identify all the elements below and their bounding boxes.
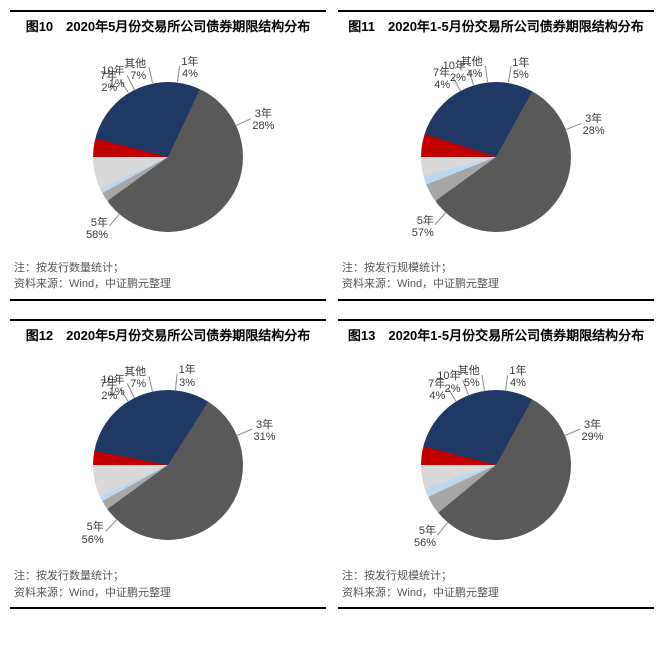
leader-line xyxy=(237,429,252,436)
leader-line xyxy=(485,66,488,82)
slice-label: 5年56% xyxy=(414,525,436,549)
note-line: 资料来源：Wind，中证鹏元整理 xyxy=(14,276,322,293)
note-line: 资料来源：Wind，中证鹏元整理 xyxy=(14,585,322,602)
leader-line xyxy=(177,66,180,82)
pie-disc xyxy=(93,390,243,540)
slice-label: 3年29% xyxy=(582,419,604,443)
panel-chart-11: 图11 2020年1-5月份交易所公司债券期限结构分布 1年5% 3年28% 5年5… xyxy=(338,10,654,301)
slice-label: 3年28% xyxy=(252,108,274,132)
leader-line xyxy=(505,375,508,391)
slice-label: 其他7% xyxy=(124,366,146,390)
note-line: 注：按发行规模统计； xyxy=(342,260,650,277)
note-line: 资料来源：Wind，中证鹏元整理 xyxy=(342,585,650,602)
slice-label: 其他4% xyxy=(461,56,483,80)
pie-disc xyxy=(93,82,243,232)
leader-line xyxy=(236,118,251,126)
title-chart-12: 图12 2020年5月份交易所公司债券期限结构分布 xyxy=(10,321,326,353)
slice-label: 5年56% xyxy=(82,521,104,545)
pie-chart-12: 1年3%3年31%5年56%7年2%10年1%其他7% xyxy=(10,352,326,562)
panel-chart-12: 图12 2020年5月份交易所公司债券期限结构分布 1年3% 3年31% 5年56%… xyxy=(10,319,326,610)
slice-label: 1年4% xyxy=(181,56,198,80)
leader-line xyxy=(148,68,152,84)
panel-chart-10: 图10 2020年5月份交易所公司债券期限结构分布 1年4% 3年28% 5年58%… xyxy=(10,10,326,301)
pie-chart-11: 1年5%3年28%5年57%7年4%10年2%其他4% xyxy=(338,44,654,254)
slice-label: 10年1% xyxy=(101,65,124,89)
leader-line xyxy=(105,519,117,531)
leader-line xyxy=(508,67,511,83)
leader-line xyxy=(175,374,178,390)
slice-label: 其他7% xyxy=(124,58,146,82)
slice-label: 5年57% xyxy=(412,215,434,239)
pie-disc xyxy=(421,390,571,540)
leader-line xyxy=(565,429,580,436)
notes-chart-13: 注：按发行规模统计； 资料来源：Wind，中证鹏元整理 xyxy=(338,562,654,601)
leader-line xyxy=(566,123,581,130)
pie-disc xyxy=(421,82,571,232)
slice-label: 5年58% xyxy=(86,217,108,241)
slice-label: 10年1% xyxy=(101,374,124,398)
title-chart-10: 图10 2020年5月份交易所公司债券期限结构分布 xyxy=(10,12,326,44)
leader-line xyxy=(482,375,485,391)
note-line: 注：按发行数量统计； xyxy=(14,260,322,277)
note-line: 注：按发行规模统计； xyxy=(342,568,650,585)
notes-chart-12: 注：按发行数量统计； 资料来源：Wind，中证鹏元整理 xyxy=(10,562,326,601)
leader-line xyxy=(435,212,446,225)
slice-label: 3年31% xyxy=(254,419,276,443)
leader-line xyxy=(437,522,448,535)
title-chart-13: 图13 2020年1-5月份交易所公司债券期限结构分布 xyxy=(338,321,654,353)
chart-grid: 图10 2020年5月份交易所公司债券期限结构分布 1年4% 3年28% 5年58%… xyxy=(0,0,664,623)
title-chart-11: 图11 2020年1-5月份交易所公司债券期限结构分布 xyxy=(338,12,654,44)
notes-chart-11: 注：按发行规模统计； 资料来源：Wind，中证鹏元整理 xyxy=(338,254,654,293)
leader-line xyxy=(148,376,152,392)
slice-label: 1年3% xyxy=(179,364,196,388)
note-line: 注：按发行数量统计； xyxy=(14,568,322,585)
slice-label: 1年4% xyxy=(509,365,526,389)
leader-line xyxy=(109,214,120,227)
panel-chart-13: 图13 2020年1-5月份交易所公司债券期限结构分布 1年4% 3年29% 5年5… xyxy=(338,319,654,610)
slice-label: 1年5% xyxy=(512,57,529,81)
slice-label: 3年28% xyxy=(583,113,605,137)
slice-label: 其他5% xyxy=(458,365,480,389)
notes-chart-10: 注：按发行数量统计； 资料来源：Wind，中证鹏元整理 xyxy=(10,254,326,293)
pie-chart-10: 1年4%3年28%5年58%7年2%10年1%其他7% xyxy=(10,44,326,254)
pie-chart-13: 1年4%3年29%5年56%7年4%10年2%其他5% xyxy=(338,352,654,562)
note-line: 资料来源：Wind，中证鹏元整理 xyxy=(342,276,650,293)
